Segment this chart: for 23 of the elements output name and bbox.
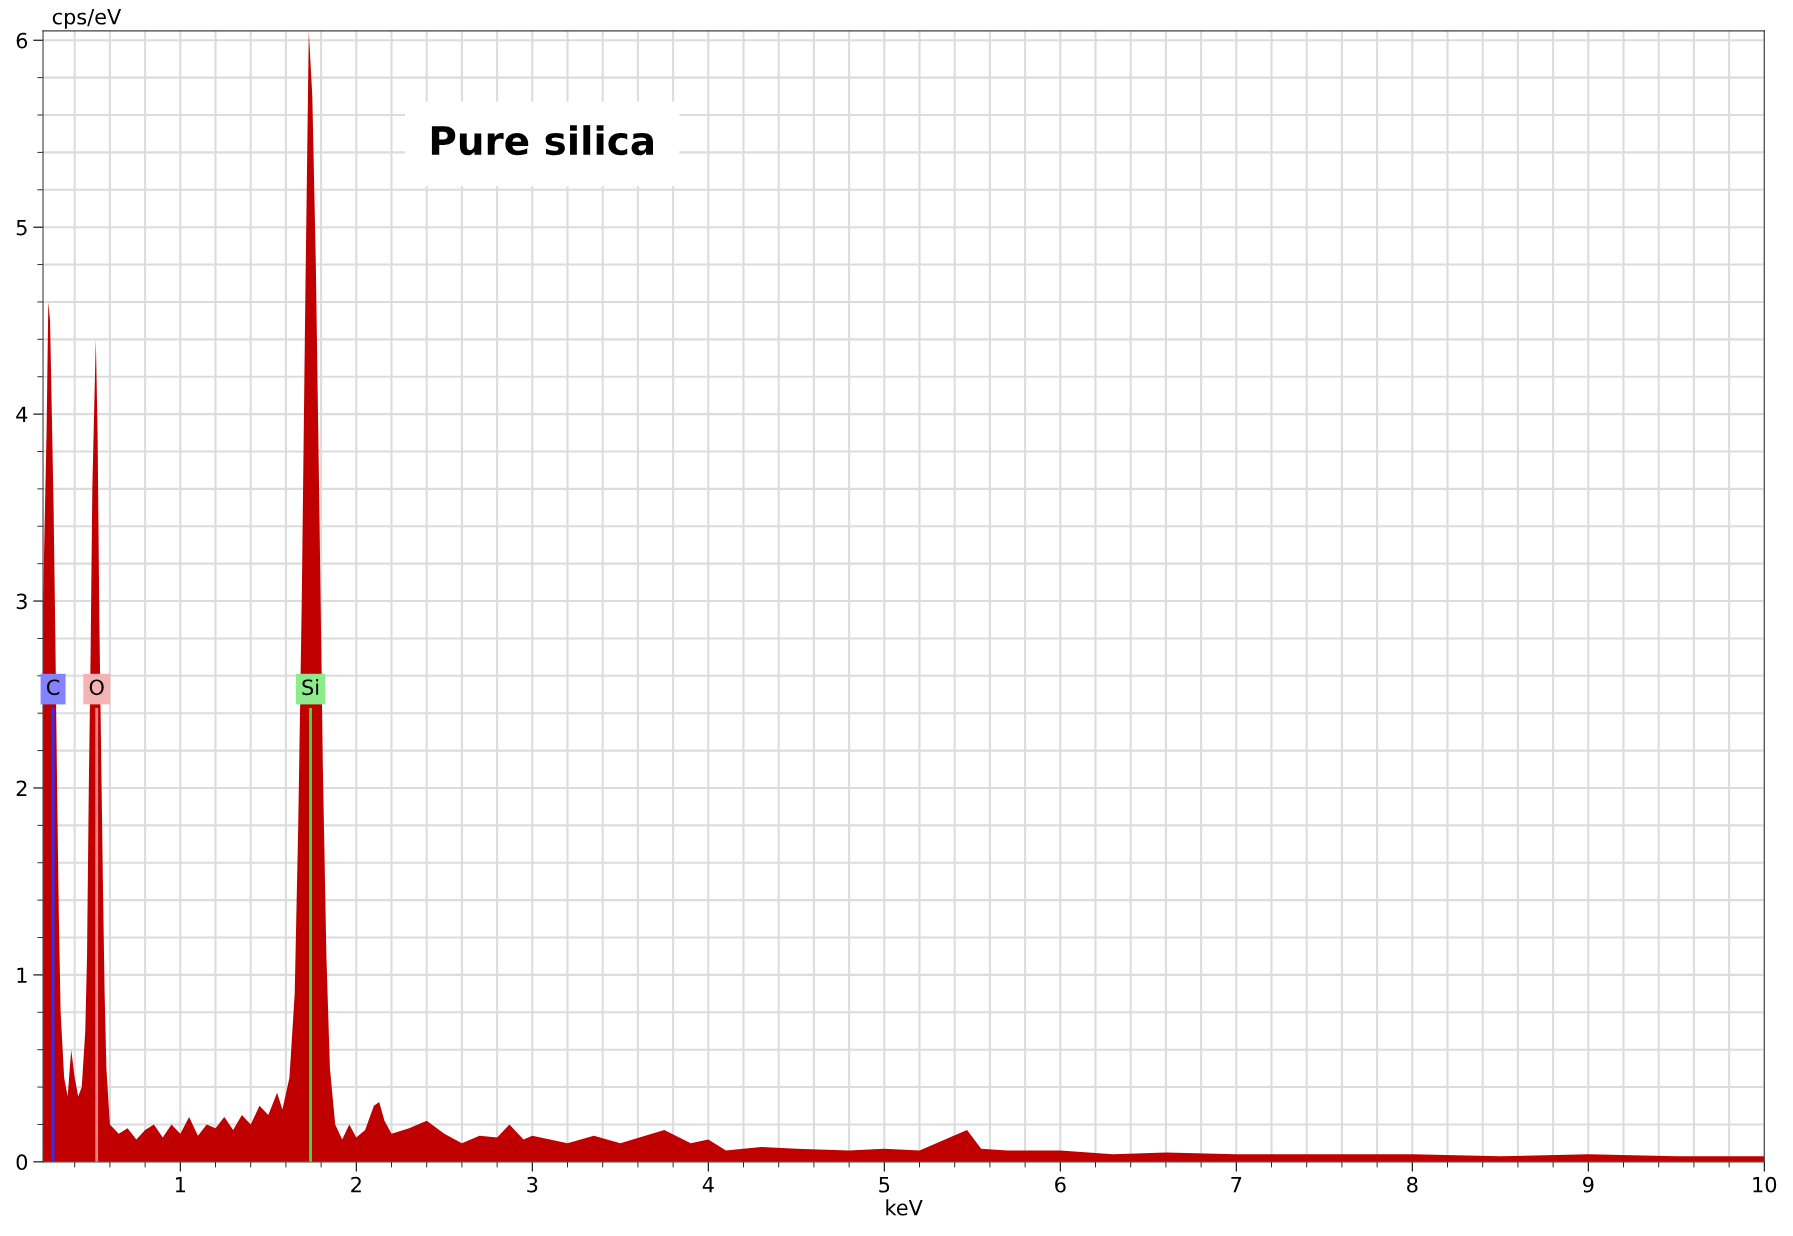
- x-tick-label: 3: [527, 1176, 538, 1193]
- x-tick-label: 1: [175, 1177, 186, 1193]
- y-tick-label: 0: [16, 1154, 28, 1171]
- y-tick-label: 6: [16, 32, 28, 49]
- x-tick-label: 7: [1231, 1177, 1242, 1193]
- x-tick-label: 10: [1753, 1176, 1777, 1193]
- x-tick-label: 4: [702, 1177, 714, 1193]
- x-tick-label: 8: [1407, 1176, 1418, 1193]
- y-tick-label: 1: [17, 967, 27, 983]
- y-tick-label: 4: [16, 406, 28, 423]
- ref-line-label: Si: [302, 679, 319, 696]
- y-tick-label: 3: [16, 593, 27, 610]
- y-tick-label: 2: [16, 780, 27, 796]
- x-tick-label: 6: [1055, 1176, 1066, 1193]
- ref-line-label: O: [89, 679, 104, 696]
- ref-line-label: C: [46, 679, 60, 696]
- annotation: Pure silica: [431, 125, 653, 156]
- x-tick-label: 9: [1583, 1176, 1594, 1193]
- y-tick-label: 5: [16, 219, 27, 236]
- x-axis-title: keV: [886, 1199, 923, 1216]
- x-tick-label: 2: [351, 1176, 361, 1193]
- y-axis-title: cps/eV: [52, 9, 122, 29]
- x-tick-label: 5: [879, 1177, 890, 1193]
